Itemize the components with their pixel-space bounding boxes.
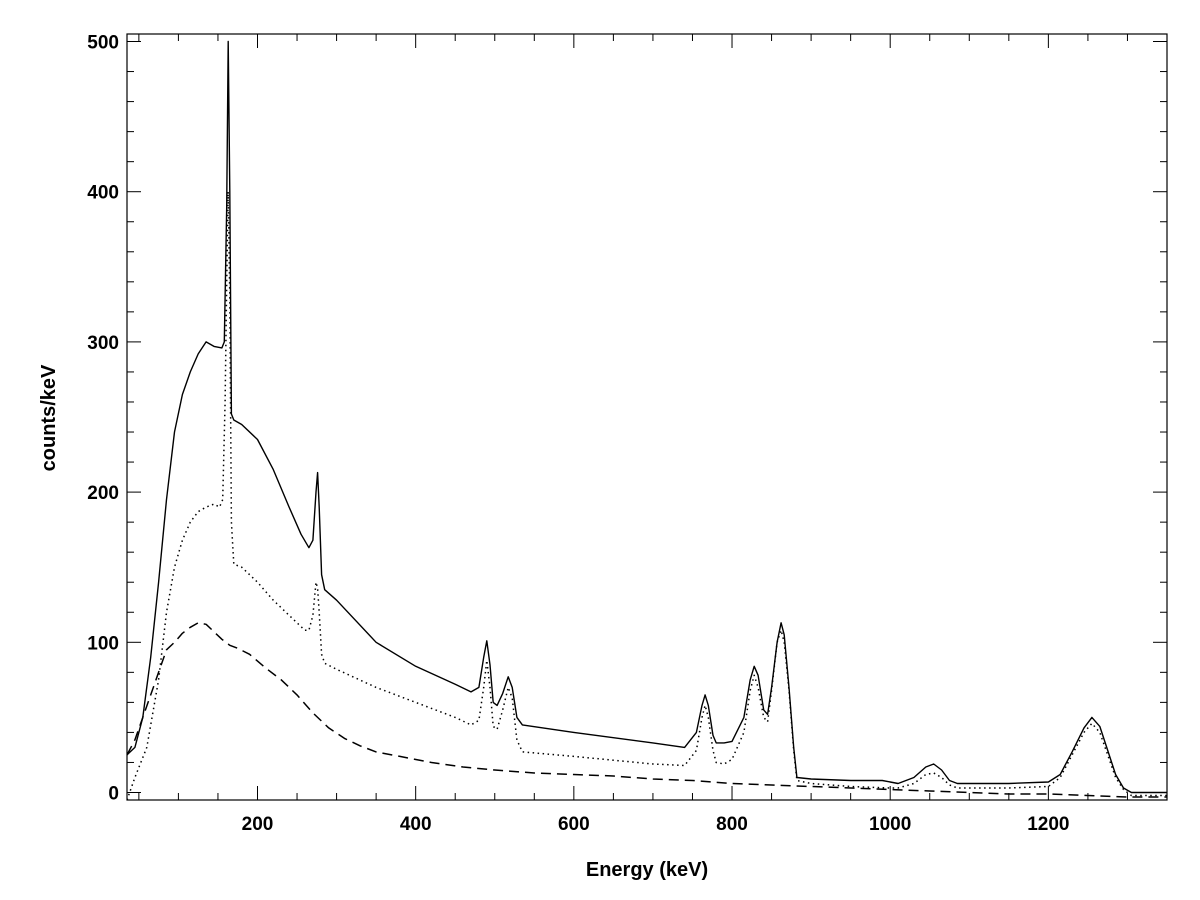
y-tick-label: 500 xyxy=(87,33,119,54)
x-tick-label: 800 xyxy=(716,814,748,835)
tick-labels: 200 400 600 800 1000 1200 0 100 200 300 400 500 xyxy=(87,33,1069,835)
x-axis-title: Energy (keV) xyxy=(586,859,708,881)
x-tick-label: 400 xyxy=(400,814,432,835)
series-line-dotted xyxy=(127,190,1167,800)
plot-frame xyxy=(126,33,1168,801)
y-tick-label: 0 xyxy=(108,783,119,804)
y-tick-label: 100 xyxy=(87,633,119,654)
x-tick-label: 1200 xyxy=(1027,814,1069,835)
y-tick-label: 200 xyxy=(87,483,119,504)
x-tick-label: 200 xyxy=(242,814,274,835)
series-line-solid xyxy=(127,40,1167,794)
y-tick-label: 400 xyxy=(87,183,119,204)
series-line-dashed xyxy=(127,622,1167,798)
x-tick-label: 600 xyxy=(558,814,590,835)
y-tick-label: 300 xyxy=(87,333,119,354)
series-layer xyxy=(127,40,1167,800)
y-axis-title: counts/keV xyxy=(38,364,60,471)
axis-ticks xyxy=(127,34,1168,800)
x-tick-label: 1000 xyxy=(869,814,911,835)
